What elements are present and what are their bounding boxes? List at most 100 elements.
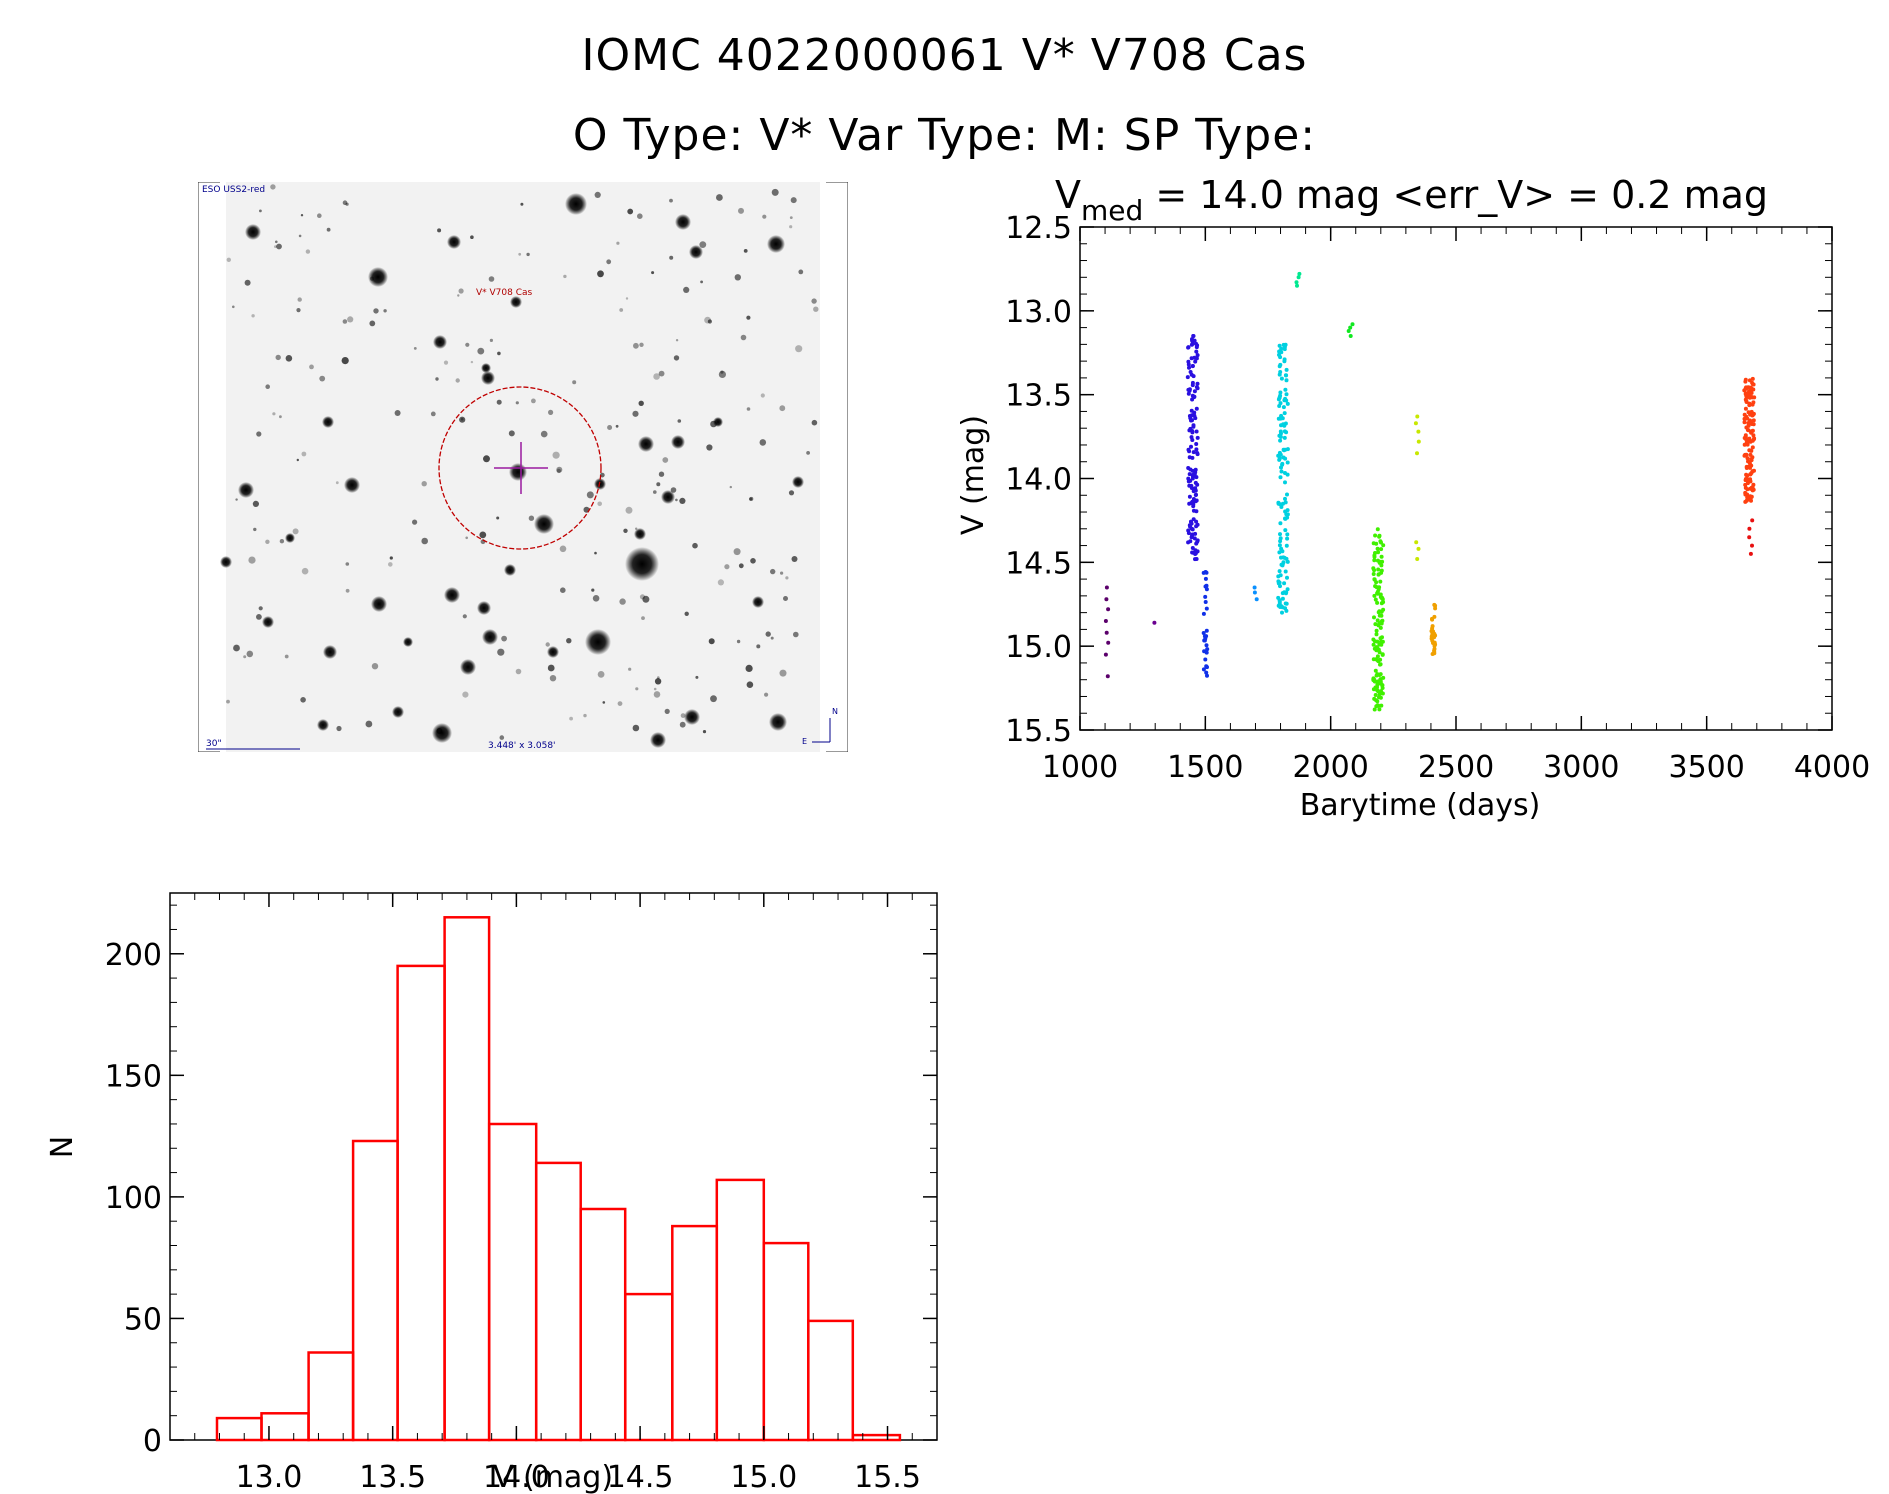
faint-star [658, 370, 665, 377]
data-point [1752, 436, 1757, 441]
faint-star [806, 451, 810, 455]
faint-star [798, 269, 804, 275]
data-point [1192, 410, 1197, 415]
data-point [1277, 569, 1282, 574]
data-point [1371, 642, 1376, 647]
data-point [1278, 521, 1283, 526]
star [752, 596, 764, 608]
faint-star [326, 227, 331, 232]
data-point [1188, 539, 1193, 544]
data-point [1281, 560, 1286, 565]
data-point [1285, 492, 1289, 497]
faint-star [594, 191, 601, 198]
data-point [1283, 387, 1288, 392]
histogram-bar [715, 1178, 766, 1442]
data-point [1750, 543, 1754, 548]
faint-star [793, 631, 799, 638]
data-point [1379, 547, 1384, 552]
faint-star [639, 594, 646, 600]
data-point [1187, 387, 1192, 392]
data-point [1742, 442, 1747, 447]
data-point [1373, 533, 1378, 538]
faint-star [734, 274, 741, 281]
scale-label: 30" [206, 739, 222, 749]
faint-star [566, 638, 572, 644]
faint-star [813, 306, 819, 312]
star [323, 645, 337, 659]
x-tick-label: 4000 [1794, 750, 1870, 785]
faint-star [244, 279, 251, 286]
faint-star [499, 735, 505, 740]
y-tick-label: 15.0 [1005, 630, 1072, 665]
faint-star [243, 655, 247, 659]
faint-star [616, 241, 620, 245]
data-point [1380, 639, 1385, 644]
data-point [1284, 392, 1289, 397]
faint-star [246, 650, 254, 658]
faint-star [779, 669, 787, 677]
data-point [1750, 380, 1755, 385]
data-point [1186, 359, 1191, 364]
faint-star [462, 691, 469, 698]
faint-star [675, 498, 678, 502]
faint-star [435, 377, 439, 381]
east-label: E [802, 737, 807, 746]
faint-star [707, 319, 712, 324]
faint-star [706, 444, 713, 451]
data-point [1203, 636, 1208, 641]
faint-star [265, 384, 270, 389]
y-tick-label: 100 [105, 1181, 162, 1216]
faint-star [279, 415, 282, 419]
x-axis-label: Barytime (days) [1300, 788, 1541, 823]
star [534, 514, 554, 534]
data-point [1279, 465, 1283, 470]
data-point [1187, 472, 1192, 477]
star [792, 476, 804, 488]
data-point [1748, 388, 1753, 392]
data-point [1744, 466, 1749, 470]
x-tick-label: 2000 [1292, 750, 1368, 785]
data-point [1348, 325, 1353, 330]
data-point [1750, 518, 1755, 523]
faint-star [662, 457, 669, 463]
star [634, 528, 646, 540]
faint-star [764, 692, 769, 697]
data-point [1374, 585, 1379, 590]
faint-star [421, 481, 427, 487]
faint-star [421, 537, 428, 545]
star [625, 547, 659, 581]
histogram-bar [487, 1122, 538, 1442]
data-point [1751, 482, 1756, 487]
faint-star [488, 276, 495, 282]
data-point [1278, 475, 1283, 480]
data-point [1194, 429, 1199, 434]
data-point [1745, 478, 1750, 483]
faint-star [465, 536, 469, 540]
data-point [1743, 406, 1748, 411]
data-point [1193, 551, 1198, 556]
data-point [1745, 416, 1750, 421]
data-point [1195, 386, 1200, 391]
star [403, 637, 413, 647]
data-point [1415, 557, 1420, 561]
faint-star [256, 431, 262, 437]
data-point [1284, 601, 1289, 606]
data-point [1280, 549, 1285, 554]
data-point [1373, 597, 1378, 602]
faint-star [700, 280, 703, 284]
faint-star [637, 213, 643, 219]
data-point [1747, 420, 1752, 425]
data-point [1378, 595, 1383, 599]
data-point [1379, 703, 1384, 708]
data-point [1193, 467, 1198, 472]
faint-star [531, 398, 536, 404]
data-point [1294, 280, 1299, 285]
data-point [1277, 404, 1282, 408]
y-tick-label: 14.0 [1005, 463, 1072, 498]
faint-star [443, 360, 449, 365]
faint-star [746, 407, 751, 411]
faint-star [669, 198, 673, 203]
faint-star [625, 506, 633, 514]
faint-star [762, 214, 767, 219]
faint-star [501, 635, 507, 642]
